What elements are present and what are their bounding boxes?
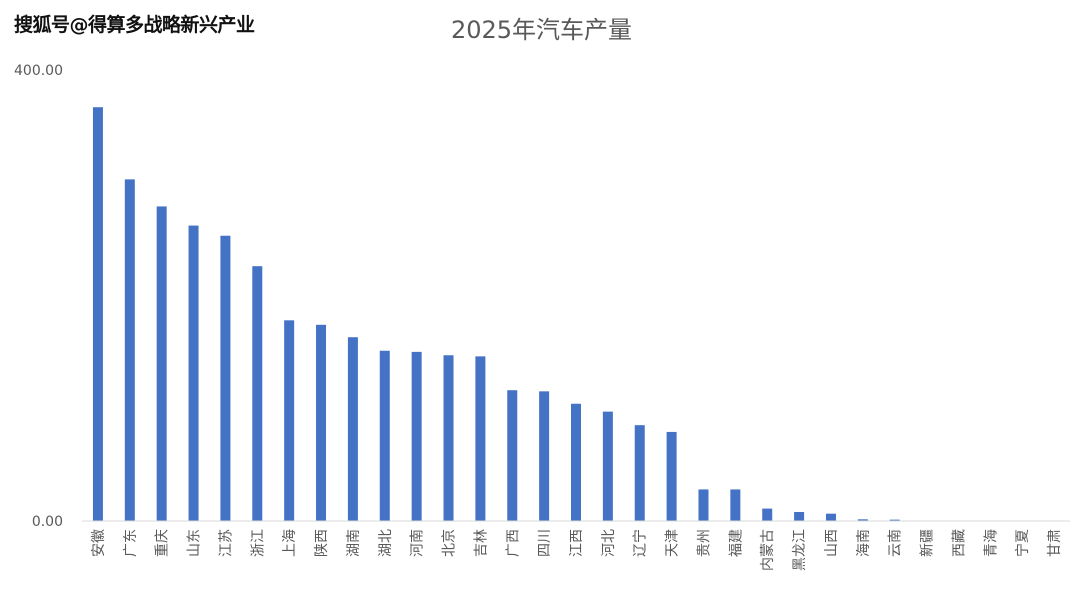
y-tick-labels: 0.00 400.00 <box>14 63 63 530</box>
bar-河南 <box>411 351 422 522</box>
bar-山东 <box>188 225 199 521</box>
category-label-河北: 河北 <box>601 529 617 557</box>
bar-江西 <box>571 403 581 521</box>
bar-内蒙古 <box>762 508 773 521</box>
category-label-北京: 北京 <box>442 529 458 557</box>
bar-安徽 <box>92 107 103 522</box>
category-label-江西: 江西 <box>569 529 585 557</box>
bar-贵州 <box>698 489 709 521</box>
category-label-湖北: 湖北 <box>378 529 394 557</box>
category-label-河南: 河南 <box>410 529 426 557</box>
bars-group <box>92 107 900 522</box>
category-label-江苏: 江苏 <box>218 529 234 557</box>
bar-黑龙江 <box>794 511 805 521</box>
bar-山西 <box>825 513 836 521</box>
category-label-宁夏: 宁夏 <box>1014 529 1031 557</box>
category-label-湖南: 湖南 <box>346 529 362 557</box>
category-label-浙江: 浙江 <box>250 529 266 557</box>
category-label-云南: 云南 <box>888 529 904 557</box>
category-label-甘肃: 甘肃 <box>1047 529 1063 557</box>
category-label-内蒙古: 内蒙古 <box>760 529 776 571</box>
bar-重庆 <box>156 206 167 521</box>
bar-河北 <box>602 411 613 521</box>
category-label-吉林: 吉林 <box>473 529 489 557</box>
bar-江苏 <box>220 235 231 522</box>
bar-天津 <box>666 431 677 521</box>
category-label-安徽: 安徽 <box>91 529 107 557</box>
category-label-福建: 福建 <box>728 529 744 557</box>
category-label-四川: 四川 <box>537 529 553 557</box>
category-label-广西: 广西 <box>505 529 521 557</box>
category-label-海南: 海南 <box>856 529 872 557</box>
category-label-天津: 天津 <box>665 529 681 557</box>
category-labels: 安徽 广东 重庆 山东 江苏 浙江 上海 陕西 湖南 湖北 河南 北京 吉林 广西 四川 江西 河北 辽宁 天津 贵州… <box>91 529 1063 571</box>
y-tick-label: 0.00 <box>32 514 63 530</box>
bar-四川 <box>539 391 550 521</box>
category-label-贵州: 贵州 <box>696 529 712 557</box>
bar-浙江 <box>252 266 263 521</box>
chart-title: 2025年汽车产量 <box>450 16 633 44</box>
bar-湖北 <box>379 350 390 521</box>
bar-北京 <box>443 355 454 521</box>
category-label-陕西: 陕西 <box>314 529 330 557</box>
category-label-广东: 广东 <box>123 529 139 557</box>
category-label-山东: 山东 <box>187 529 203 557</box>
category-label-辽宁: 辽宁 <box>632 529 649 557</box>
bar-云南 <box>889 519 900 521</box>
bar-辽宁 <box>634 425 645 521</box>
bar-海南 <box>857 519 868 521</box>
category-label-上海: 上海 <box>282 529 298 557</box>
bar-上海 <box>284 320 295 521</box>
bar-广东 <box>124 179 135 521</box>
category-label-青海: 青海 <box>983 529 999 557</box>
category-label-新疆: 新疆 <box>920 529 936 557</box>
bar-福建 <box>730 489 741 521</box>
category-label-山西: 山西 <box>824 529 840 557</box>
bar-吉林 <box>475 356 486 521</box>
bar-湖南 <box>347 337 358 521</box>
category-label-重庆: 重庆 <box>155 529 171 557</box>
bar-广西 <box>507 390 518 521</box>
y-tick-label: 400.00 <box>14 63 63 79</box>
watermark: 搜狐号@得算多战略新兴产业 <box>14 14 255 36</box>
category-label-西藏: 西藏 <box>951 529 967 557</box>
bar-陕西 <box>316 324 327 521</box>
category-label-黑龙江: 黑龙江 <box>792 529 808 571</box>
